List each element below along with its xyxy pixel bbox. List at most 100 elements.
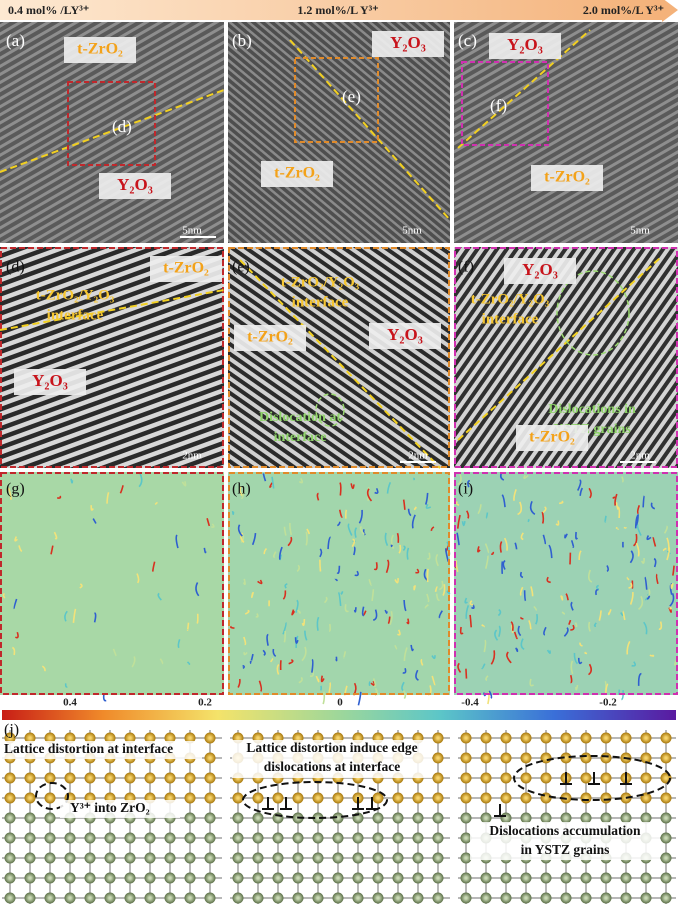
strain-streak [403,647,408,662]
atom [640,892,652,904]
atom [372,792,384,804]
strain-streak [298,478,304,484]
strain-streak [535,613,539,625]
strain-streak [262,473,267,482]
atom [372,812,384,824]
dislocation-symbol [280,797,292,810]
atom [24,772,36,784]
strain-streak [316,492,320,501]
strain-streak [397,629,401,636]
strain-streak [612,496,616,499]
atom [164,732,176,744]
strain-streak [288,658,294,665]
atom [44,772,56,784]
atom [124,852,136,864]
strain-streak [530,586,534,597]
panel-label: interface [482,311,539,327]
interface-line [0,289,225,331]
atom [44,832,56,844]
atom [520,752,532,764]
strain-streak [298,676,303,684]
atom [412,812,424,824]
strain-streak [278,546,283,560]
atom [272,852,284,864]
strain-streak [658,621,663,630]
strain-streak [154,501,158,505]
strain-streak [491,551,495,555]
strain-streak [266,633,269,646]
dislocation-symbol [588,772,600,785]
strain-streak [315,675,320,683]
atom [292,832,304,844]
strain-streak [520,616,524,620]
atom [332,872,344,884]
strain-streak [327,682,332,695]
panel-image [454,472,678,695]
atom [432,732,444,744]
atom [204,732,216,744]
atom [432,892,444,904]
strain-streak [186,622,190,631]
atom [500,872,512,884]
atom [44,892,56,904]
atom [104,772,116,784]
strain-streak [357,691,362,706]
strain-streak [533,605,538,611]
strain-streak [343,651,347,659]
label-box [234,325,306,351]
schematic-note: Lattice distortion induce edge [246,740,417,755]
strain-streak [573,652,579,665]
atom [44,852,56,864]
strain-streak [477,504,482,515]
strain-streak [633,533,638,547]
strain-streak [93,612,97,623]
panel-label: t-ZrO₂/Y₂O₃ [471,291,550,307]
panel-label: t-ZrO₂ [274,165,320,182]
strain-streak [287,536,293,547]
atom [392,812,404,824]
atom [272,832,284,844]
atom [520,792,532,804]
panel-label: (b) [232,31,252,50]
atom [4,772,16,784]
atom [500,792,512,804]
panel-image [454,22,678,243]
atom [600,872,612,884]
strain-streak [483,639,487,653]
atom [352,892,364,904]
dislocation-ring [556,270,630,356]
strain-streak [385,559,390,574]
strain-streak [575,531,578,540]
atom [432,872,444,884]
strain-streak [362,528,366,536]
strain-streak [485,675,489,681]
strain-streak [258,680,263,692]
panel-label: Y₂O₃ [117,175,153,194]
strain-streak [344,509,348,519]
strain-streak [674,660,678,666]
strain-streak [181,481,187,487]
colorbar-tick-label: -0.2 [599,697,617,709]
panel-label: Y₂O₃ [390,33,426,52]
strain-streak [663,525,668,534]
dislocation-symbol [352,797,364,810]
strain-streak [457,662,462,673]
atom [24,852,36,864]
strain-streak [506,651,512,664]
atom [540,872,552,884]
panel-image [0,472,224,695]
strain-streak [112,648,117,657]
strain-streak [240,489,245,499]
strain-streak [389,611,393,626]
atom [44,812,56,824]
strain-streak [494,629,499,641]
strain-streak [344,604,349,613]
atom [272,792,284,804]
strain-streak [471,604,475,610]
strain-streak [240,532,245,543]
label-box [261,161,333,187]
atom [412,872,424,884]
strain-streak [295,599,299,614]
strain-streak [527,518,530,523]
